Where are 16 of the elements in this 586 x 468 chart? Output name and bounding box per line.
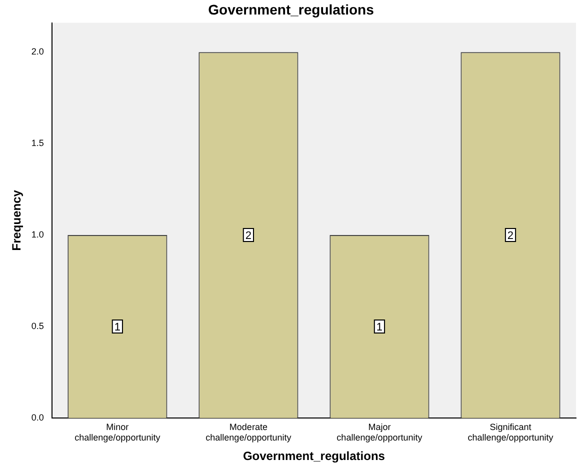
- y-tick-label: 1.5: [31, 138, 44, 148]
- x-tick-label: Significant challenge/opportunity: [468, 422, 554, 443]
- x-tick-label: Moderate challenge/opportunity: [206, 422, 292, 443]
- data-label: 1: [376, 322, 383, 334]
- y-tick-label: 0.0: [31, 412, 44, 422]
- y-tick-label: 1.0: [31, 230, 44, 240]
- data-label: 1: [114, 322, 120, 334]
- data-label: 2: [245, 230, 252, 242]
- y-tick-label: 2.0: [31, 46, 44, 57]
- x-tick-label: Minor challenge/opportunity: [74, 422, 161, 443]
- x-tick-label: Major challenge/opportunity: [336, 422, 423, 443]
- y-tick-label: 0.5: [31, 321, 44, 332]
- data-label: 2: [507, 230, 514, 242]
- y-axis-title: Frequency: [10, 190, 24, 251]
- x-axis-title: Government_regulations: [242, 449, 386, 464]
- chart-title: Government_regulations: [208, 1, 374, 18]
